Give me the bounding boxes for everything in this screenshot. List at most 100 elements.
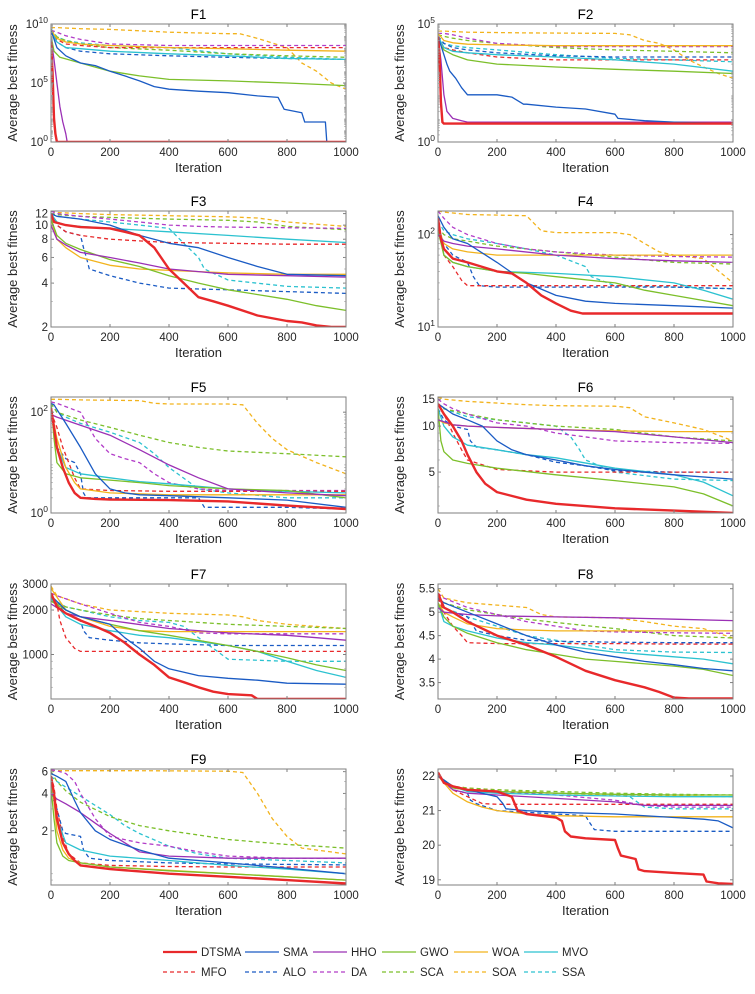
series-line-mfo	[438, 597, 733, 645]
x-tick-label: 800	[664, 704, 683, 716]
series-line-gwo	[438, 775, 733, 796]
series-line-gwo	[51, 218, 346, 312]
legend-label: MFO	[201, 967, 227, 979]
series-line-da	[438, 592, 733, 634]
x-axis-label: Iteration	[175, 160, 222, 175]
panel-title: F8	[578, 567, 594, 582]
plot-area	[438, 397, 733, 513]
legend-label: HHO	[351, 947, 377, 959]
series-line-dtsma	[51, 592, 346, 699]
y-axis-label: Average best fitness	[5, 768, 20, 886]
x-tick-label: 0	[48, 518, 54, 530]
series-line-dtsma	[438, 771, 733, 885]
series-line-soa	[51, 26, 346, 90]
x-tick-label: 200	[100, 147, 119, 159]
x-tick-label: 600	[218, 332, 237, 344]
x-axis-label: Iteration	[175, 531, 222, 546]
series-line-soa	[51, 585, 346, 630]
y-tick-label: 22	[422, 771, 435, 783]
x-tick-label: 800	[664, 890, 683, 902]
x-tick-label: 0	[435, 890, 441, 902]
legend-label: ALO	[283, 967, 306, 979]
panel-f10: 0 200 400 600 800 1000 19 20 21 22 F10 Iteration Ave…	[392, 752, 746, 918]
x-axis-label: Iteration	[562, 531, 609, 546]
y-tick-label: 102	[30, 403, 48, 419]
y-tick-label: 4.5	[419, 631, 435, 643]
series-line-woa	[438, 227, 733, 256]
x-tick-label: 1000	[720, 890, 746, 902]
plot-area	[51, 211, 346, 327]
legend-label: SCA	[420, 967, 444, 979]
x-tick-label: 400	[159, 518, 178, 530]
y-axis-label: Average best fitness	[5, 396, 20, 514]
series-line-soa	[438, 588, 733, 639]
series-line-dtsma	[51, 41, 346, 142]
x-tick-label: 400	[546, 147, 565, 159]
x-tick-label: 1000	[333, 704, 359, 716]
panel-f6: 0 200 400 600 800 1000 5 10 15 F6 Iteration Average…	[392, 380, 746, 546]
x-tick-label: 800	[664, 518, 683, 530]
x-axis-label: Iteration	[562, 903, 609, 918]
series-line-sma	[438, 597, 733, 672]
series-line-sma	[438, 403, 733, 480]
x-tick-label: 600	[605, 704, 624, 716]
series-line-mfo	[438, 775, 733, 805]
legend-item-mfo: MFO	[163, 967, 227, 979]
panel-title: F1	[191, 7, 207, 22]
series-line-alo	[438, 775, 733, 832]
legend-item-da: DA	[313, 967, 367, 979]
axes-box	[50, 583, 347, 700]
x-tick-label: 400	[546, 518, 565, 530]
x-tick-label: 200	[487, 704, 506, 716]
legend-item-mvo: MVO	[524, 947, 588, 959]
series-line-sca	[51, 771, 346, 849]
panel-title: F5	[191, 380, 207, 395]
x-tick-label: 800	[277, 332, 296, 344]
legend-label: DTSMA	[201, 947, 242, 959]
x-tick-label: 1000	[333, 890, 359, 902]
panel-f7: 0 200 400 600 800 1000 1000 2000 3000 F7 Iteration…	[5, 567, 359, 732]
series-line-dtsma	[438, 36, 733, 125]
series-line-da	[51, 401, 346, 492]
x-tick-label: 400	[159, 332, 178, 344]
series-line-hho	[438, 36, 733, 123]
x-axis-label: Iteration	[562, 160, 609, 175]
series-line-mvo	[51, 597, 346, 679]
x-tick-label: 400	[159, 890, 178, 902]
legend-label: SSA	[562, 967, 585, 979]
series-line-da	[51, 29, 346, 47]
series-line-hho	[51, 792, 346, 859]
x-tick-label: 0	[48, 147, 54, 159]
series-line-woa	[438, 775, 733, 818]
series-line-sma	[51, 595, 346, 685]
x-tick-label: 400	[159, 704, 178, 716]
series-line-ssa	[438, 597, 733, 654]
series-line-sma	[438, 36, 733, 125]
series-line-mfo	[438, 227, 733, 287]
y-tick-label: 15	[422, 394, 435, 406]
x-tick-label: 200	[487, 332, 506, 344]
legend-item-soa: SOA	[454, 967, 517, 979]
x-tick-label: 600	[605, 332, 624, 344]
series-line-sma	[51, 213, 346, 277]
y-tick-label: 3000	[22, 579, 48, 591]
series-line-gwo	[438, 408, 733, 507]
x-tick-label: 0	[435, 147, 441, 159]
series-line-gwo	[51, 403, 346, 499]
series-line-mfo	[51, 411, 346, 492]
series-line-soa	[51, 770, 346, 855]
x-axis-label: Iteration	[175, 903, 222, 918]
series-line-hho	[438, 775, 733, 807]
legend-item-gwo: GWO	[382, 947, 449, 959]
series-line-da	[438, 32, 733, 48]
series-line-ssa	[438, 403, 733, 482]
series-line-gwo	[438, 230, 733, 307]
panel-f8: 0 200 400 600 800 1000 3.5 4 4.5 5 5.5 F8 Iteration A…	[392, 567, 746, 732]
y-tick-label: 5.5	[419, 584, 435, 596]
series-line-sca	[438, 403, 733, 442]
y-tick-label: 2	[42, 322, 48, 334]
y-tick-label: 4	[42, 788, 49, 800]
y-tick-label: 5	[429, 467, 435, 479]
x-tick-label: 600	[218, 704, 237, 716]
